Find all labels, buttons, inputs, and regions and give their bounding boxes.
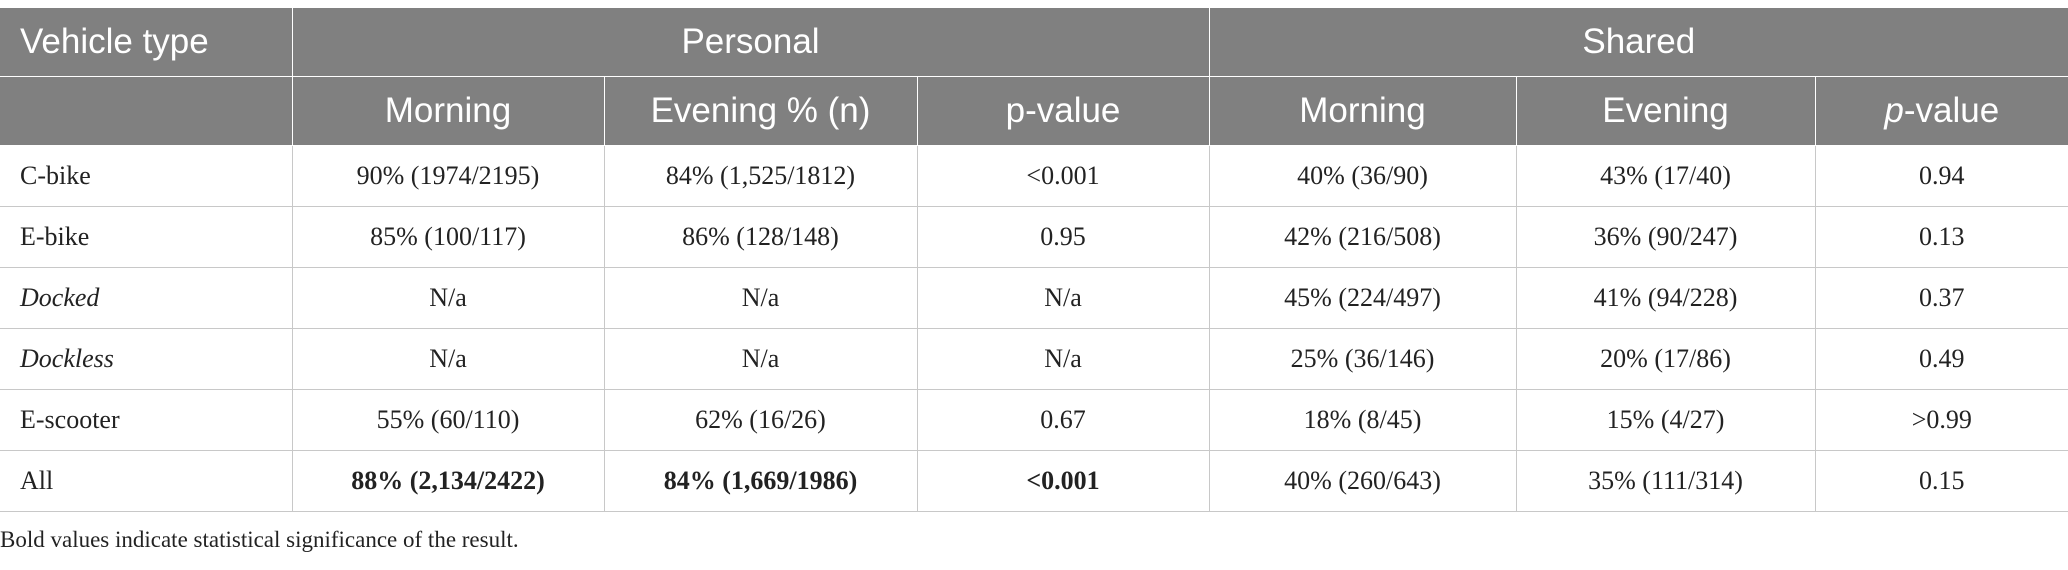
cell-shared-morning: 40% (260/643) (1208, 450, 1517, 512)
cell-shared-morning: 40% (36/90) (1208, 145, 1517, 207)
table-footnote: Bold values indicate statistical signifi… (0, 527, 519, 552)
cell-vehicle-type: All (0, 450, 292, 512)
header-row-2: Morning Evening % (n) p-value Morning Ev… (0, 76, 2068, 146)
cell-personal-evening: N/a (603, 267, 917, 329)
cell-vehicle-type: E-bike (0, 206, 292, 268)
header-personal-evening: Evening % (n) (603, 76, 917, 146)
cell-personal-pvalue: N/a (916, 267, 1210, 329)
cell-personal-pvalue: 0.67 (916, 389, 1210, 451)
cell-personal-morning: 85% (100/117) (291, 206, 604, 268)
cell-personal-pvalue: <0.001 (916, 450, 1210, 512)
cell-shared-morning: 42% (216/508) (1208, 206, 1517, 268)
header-shared-pvalue: p-value (1814, 76, 2068, 146)
cell-personal-morning: N/a (291, 328, 604, 390)
cell-shared-evening: 15% (4/27) (1515, 389, 1816, 451)
header-shared-evening: Evening (1515, 76, 1816, 146)
table-body: C-bike 90% (1974/2195) 84% (1,525/1812) … (0, 145, 2068, 512)
cell-shared-pvalue: 0.37 (1814, 267, 2068, 329)
cell-shared-pvalue: 0.94 (1814, 145, 2068, 207)
table-row: E-bike 85% (100/117) 86% (128/148) 0.95 … (0, 206, 2068, 268)
header-personal-pvalue: p-value (916, 76, 1210, 146)
cell-personal-pvalue: <0.001 (916, 145, 1210, 207)
cell-shared-evening: 35% (111/314) (1515, 450, 1816, 512)
table-container: Vehicle type Personal Shared Morning Eve… (0, 8, 2068, 512)
header-row-1: Vehicle type Personal Shared (0, 8, 2068, 77)
results-table: Vehicle type Personal Shared Morning Eve… (0, 8, 2068, 512)
cell-personal-morning: 90% (1974/2195) (291, 145, 604, 207)
cell-shared-pvalue: 0.13 (1814, 206, 2068, 268)
cell-personal-evening: 86% (128/148) (603, 206, 917, 268)
cell-shared-morning: 18% (8/45) (1208, 389, 1517, 451)
cell-shared-morning: 25% (36/146) (1208, 328, 1517, 390)
cell-personal-morning: 55% (60/110) (291, 389, 604, 451)
cell-shared-pvalue: >0.99 (1814, 389, 2068, 451)
header-vehicle-type: Vehicle type (0, 8, 292, 77)
cell-personal-pvalue: N/a (916, 328, 1210, 390)
cell-personal-evening: N/a (603, 328, 917, 390)
table-row: Dockless N/a N/a N/a 25% (36/146) 20% (1… (0, 328, 2068, 390)
header-shared-morning: Morning (1208, 76, 1517, 146)
header-shared: Shared (1208, 8, 2068, 77)
cell-vehicle-type: Docked (0, 267, 292, 329)
header-shared-pvalue-rest: -value (1903, 91, 2000, 130)
cell-shared-evening: 43% (17/40) (1515, 145, 1816, 207)
cell-vehicle-type: Dockless (0, 328, 292, 390)
table-row: C-bike 90% (1974/2195) 84% (1,525/1812) … (0, 145, 2068, 207)
cell-personal-pvalue: 0.95 (916, 206, 1210, 268)
cell-shared-pvalue: 0.15 (1814, 450, 2068, 512)
cell-shared-morning: 45% (224/497) (1208, 267, 1517, 329)
table-header: Vehicle type Personal Shared Morning Eve… (0, 8, 2068, 146)
cell-personal-morning: N/a (291, 267, 604, 329)
cell-personal-morning: 88% (2,134/2422) (291, 450, 604, 512)
cell-vehicle-type: E-scooter (0, 389, 292, 451)
header-empty-cell (0, 76, 292, 146)
cell-personal-evening: 84% (1,525/1812) (603, 145, 917, 207)
cell-personal-evening: 62% (16/26) (603, 389, 917, 451)
header-personal-morning: Morning (291, 76, 604, 146)
cell-shared-pvalue: 0.49 (1814, 328, 2068, 390)
cell-vehicle-type: C-bike (0, 145, 292, 207)
cell-personal-evening: 84% (1,669/1986) (603, 450, 917, 512)
table-row: Docked N/a N/a N/a 45% (224/497) 41% (94… (0, 267, 2068, 329)
header-personal: Personal (291, 8, 1210, 77)
cell-shared-evening: 20% (17/86) (1515, 328, 1816, 390)
cell-shared-evening: 41% (94/228) (1515, 267, 1816, 329)
cell-shared-evening: 36% (90/247) (1515, 206, 1816, 268)
table-row: All 88% (2,134/2422) 84% (1,669/1986) <0… (0, 450, 2068, 512)
table-row: E-scooter 55% (60/110) 62% (16/26) 0.67 … (0, 389, 2068, 451)
header-shared-pvalue-p: p (1884, 91, 1904, 130)
